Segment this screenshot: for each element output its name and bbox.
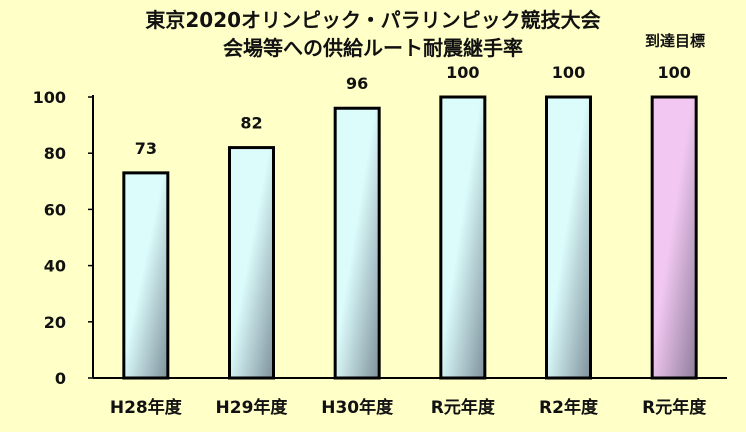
data-label: 100 (552, 63, 585, 82)
bar (439, 95, 487, 380)
bar (545, 95, 592, 380)
x-tick-label: H29年度 (216, 397, 289, 418)
chart-title: 東京2020オリンピック・パラリンピック競技大会 会場等への供給ルート耐震継手率 (0, 6, 746, 62)
target-bar (650, 95, 698, 380)
y-tick-label: 100 (33, 88, 66, 107)
data-label: 82 (240, 114, 262, 133)
data-label: 96 (346, 74, 368, 93)
data-label: 100 (657, 63, 690, 82)
x-tick-label: H28年度 (110, 397, 183, 418)
y-tick-label: 20 (44, 313, 66, 332)
y-tick-label: 80 (44, 144, 66, 163)
data-label: 100 (446, 63, 479, 82)
bar (122, 171, 170, 380)
target-annotation: 到達目標 (644, 32, 705, 50)
y-tick-label: 0 (55, 369, 66, 388)
x-tick-label: R2年度 (539, 397, 599, 418)
bar (333, 106, 381, 380)
bar (228, 146, 275, 380)
x-tick-label: H30年度 (321, 397, 394, 418)
x-tick-label: R元年度 (642, 397, 707, 418)
data-label: 73 (135, 139, 157, 158)
y-tick-label: 40 (44, 257, 66, 276)
y-tick-label: 60 (44, 200, 66, 219)
x-tick-label: R元年度 (431, 397, 496, 418)
chart-title-line2: 会場等への供給ルート耐震継手率 (223, 36, 523, 60)
chart-title-line1: 東京2020オリンピック・パラリンピック競技大会 (145, 8, 601, 32)
